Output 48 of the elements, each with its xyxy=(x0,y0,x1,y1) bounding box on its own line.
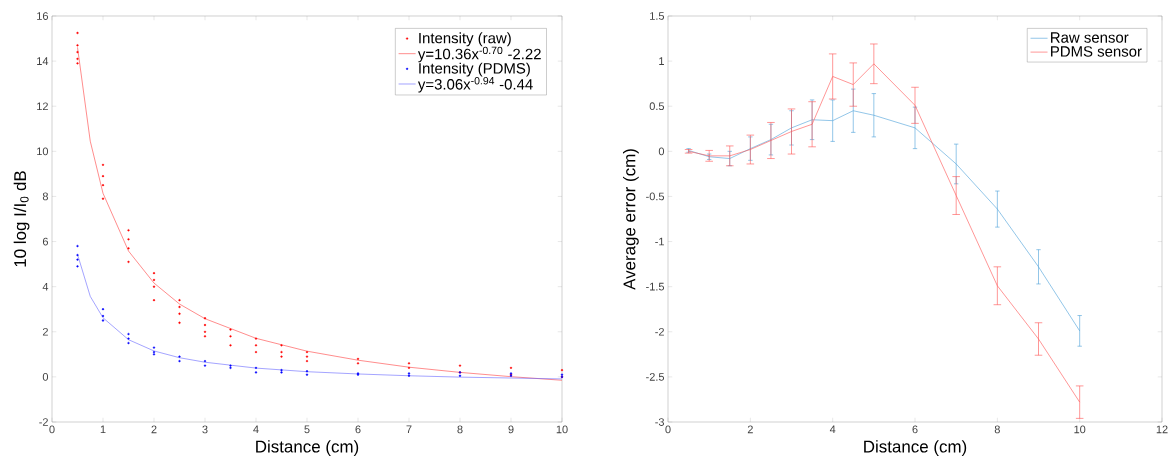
y-tick-label: 8 xyxy=(42,192,48,201)
y-tick-label: 1.5 xyxy=(650,12,665,20)
x-tick-label: 7 xyxy=(406,425,412,434)
x-tick-label: 10 xyxy=(556,425,568,434)
y-axis-title: Average error (cm) xyxy=(622,149,639,290)
y-tick-label: -1 xyxy=(655,237,664,246)
y-tick-label: 10 xyxy=(37,147,49,156)
x-tick-label: 2 xyxy=(151,425,157,434)
x-tick-label: 6 xyxy=(912,425,918,434)
y-tick-label: 0 xyxy=(658,147,665,156)
y-tick-label: -2.5 xyxy=(646,373,665,381)
legend-label: Intensity (PDMS) xyxy=(419,62,530,77)
x-tick-label: 4 xyxy=(253,425,259,434)
y-tick-label: 1 xyxy=(659,57,664,65)
x-axis-title: Distance (cm) xyxy=(256,440,359,456)
y-tick-label: 16 xyxy=(37,12,48,20)
y-tick-label: -2 xyxy=(39,418,48,426)
y-tick-label: 14 xyxy=(37,57,49,65)
legend-label: PDMS sensor xyxy=(1051,46,1142,57)
x-tick-label: 2 xyxy=(747,425,753,434)
y-tick-label: 0 xyxy=(42,373,49,381)
x-tick-label: 8 xyxy=(994,425,1000,434)
legend-label: Intensity (raw) xyxy=(419,32,511,47)
legend-label: y=10.36x$^{-0.70}$ -2.22 xyxy=(417,46,541,63)
y-tick-label: 4 xyxy=(42,282,49,291)
y-tick-label: -1.5 xyxy=(646,282,665,291)
y-tick-label: -3 xyxy=(655,418,664,426)
x-tick-label: 4 xyxy=(829,425,836,434)
y-tick-label: 6 xyxy=(42,237,48,246)
y-tick-label: 12 xyxy=(37,102,48,111)
x-axis-title: Distance (cm) xyxy=(864,440,967,456)
x-tick-label: 8 xyxy=(457,425,463,434)
y-tick-label: 0.5 xyxy=(649,102,665,111)
y-tick-label: -0.5 xyxy=(646,192,665,201)
legend-label: Raw sensor xyxy=(1051,32,1129,43)
x-tick-label: 0 xyxy=(49,425,55,434)
x-tick-label: 12 xyxy=(1156,425,1168,434)
legend-label: y=3.06x$^{-0.94}$ -0.44 xyxy=(417,77,533,93)
x-tick-label: 9 xyxy=(508,425,514,434)
y-tick-label: 2 xyxy=(42,327,48,336)
x-tick-label: 1 xyxy=(100,425,106,434)
x-tick-label: 6 xyxy=(355,425,361,434)
x-tick-label: 10 xyxy=(1074,425,1086,434)
y-axis-title: 10 log I/I$_{0}$ dB xyxy=(13,171,30,267)
x-tick-label: 0 xyxy=(665,425,671,434)
x-tick-label: 5 xyxy=(304,425,310,434)
x-tick-label: 3 xyxy=(202,425,208,434)
y-tick-label: -2 xyxy=(655,327,664,336)
